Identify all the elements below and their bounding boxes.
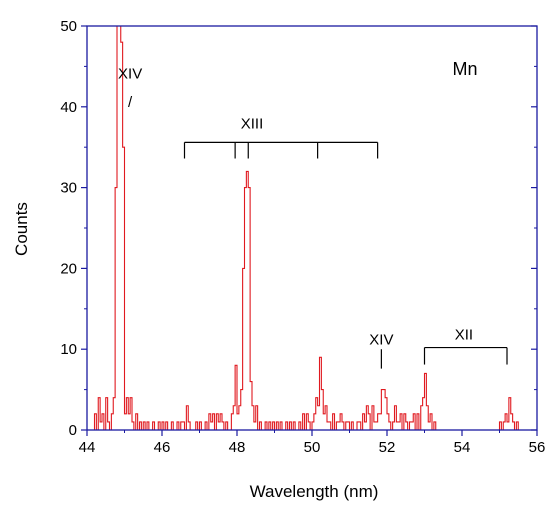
y-axis-title: Counts [12, 202, 31, 256]
annotation-label: XIV [118, 66, 142, 83]
axis-ticks: 44 46 48 50 52 54 56 0 10 20 30 40 50 [60, 18, 545, 456]
y-tick-label: 20 [60, 260, 77, 277]
y-tick-label: 10 [60, 341, 77, 358]
x-tick-label: 54 [454, 439, 471, 456]
annotation-label: XII [455, 327, 473, 344]
annotation-label: XIV [369, 331, 393, 348]
x-tick-label: 44 [79, 439, 96, 456]
plot-frame [86, 25, 538, 431]
series-line [93, 25, 521, 431]
x-tick-label: 50 [304, 439, 321, 456]
annotation-label: / [128, 94, 133, 111]
x-tick-label: 48 [229, 439, 246, 456]
annotations: XIV / XIII XIV XII [118, 66, 508, 369]
element-label: Mn [452, 59, 477, 79]
x-tick-label: 46 [154, 439, 171, 456]
y-tick-label: 40 [60, 99, 77, 116]
bracket-xiii [183, 141, 379, 159]
annotation-label: XIII [241, 116, 264, 133]
x-axis-title: Wavelength (nm) [250, 482, 379, 501]
series-steps [93, 25, 521, 431]
y-tick-label: 50 [60, 18, 77, 35]
y-tick-label: 30 [60, 180, 77, 197]
y-tick-label: 0 [69, 422, 77, 439]
x-tick-label: 56 [529, 439, 546, 456]
x-tick-label: 52 [379, 439, 396, 456]
bracket-xii [423, 346, 508, 365]
